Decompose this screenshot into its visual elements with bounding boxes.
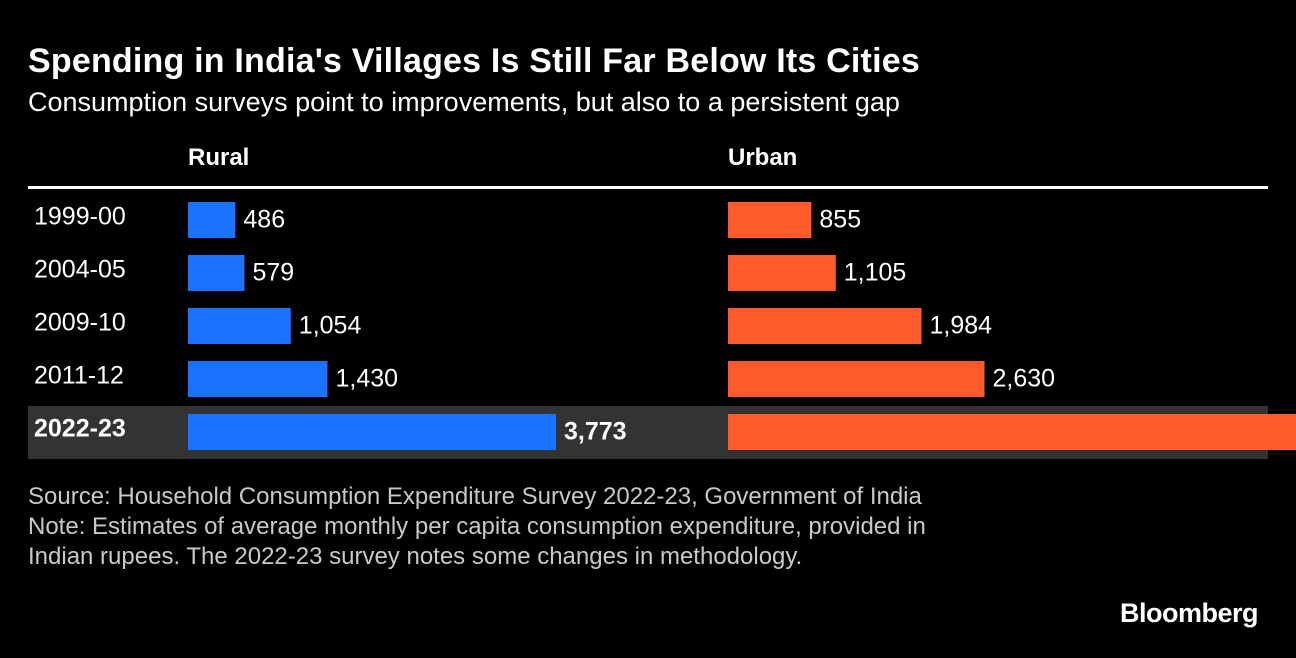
category-label: 2011-12 bbox=[34, 362, 124, 390]
urban-value-label: 1,105 bbox=[844, 259, 907, 287]
chart-subtitle: Consumption surveys point to improvement… bbox=[28, 87, 900, 117]
urban-value-label: 2,630 bbox=[993, 365, 1056, 393]
rural-bar bbox=[188, 255, 245, 291]
rural-bar bbox=[188, 414, 556, 450]
footnote: Source: Household Consumption Expenditur… bbox=[28, 482, 988, 572]
bar-chart: 1999-00 486 855 2004-05 579 1,105 2009-10 1,054… bbox=[28, 202, 1296, 459]
category-label: 1999-00 bbox=[34, 203, 126, 231]
urban-bar bbox=[728, 308, 922, 344]
rural-value-label: 486 bbox=[243, 206, 285, 234]
category-label: 2009-10 bbox=[34, 309, 126, 337]
method-note: Note: Estimates of average monthly per c… bbox=[28, 513, 926, 570]
urban-bar bbox=[728, 255, 836, 291]
urban-column-header: Urban bbox=[728, 144, 798, 171]
category-label: 2022-23 bbox=[34, 415, 126, 443]
category-label: 2004-05 bbox=[34, 256, 126, 284]
urban-bar bbox=[728, 202, 812, 238]
bloomberg-logo: Bloomberg bbox=[1119, 598, 1259, 628]
rural-value-label: 3,773 bbox=[564, 418, 627, 446]
urban-bar bbox=[728, 361, 985, 397]
urban-value-label: 855 bbox=[819, 206, 861, 234]
chart-title: Spending in India's Villages Is Still Fa… bbox=[28, 42, 920, 80]
header-rule bbox=[28, 186, 1268, 189]
rural-column-header: Rural bbox=[188, 144, 250, 171]
rural-bar bbox=[188, 308, 291, 344]
rural-value-label: 1,430 bbox=[335, 365, 398, 393]
rural-value-label: 579 bbox=[252, 259, 294, 287]
rural-bar bbox=[188, 202, 236, 238]
rural-value-label: 1,054 bbox=[299, 312, 362, 340]
urban-value-label: 1,984 bbox=[930, 312, 993, 340]
urban-bar bbox=[728, 414, 1296, 450]
source-note: Source: Household Consumption Expenditur… bbox=[28, 483, 922, 510]
rural-bar bbox=[188, 361, 328, 397]
